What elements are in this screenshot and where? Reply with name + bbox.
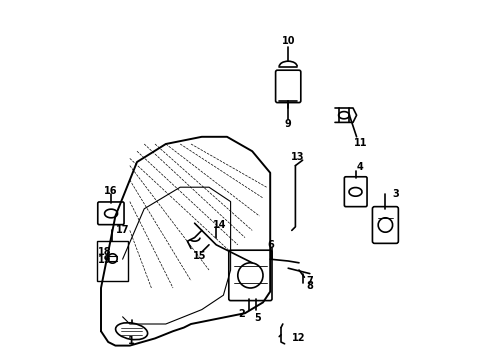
Text: 14: 14: [213, 220, 226, 230]
Text: 12: 12: [292, 333, 306, 343]
Text: 1: 1: [128, 336, 135, 346]
Text: 13: 13: [291, 152, 304, 162]
Text: 8: 8: [306, 281, 313, 291]
Text: 15: 15: [193, 251, 207, 261]
Text: 3: 3: [393, 189, 399, 199]
Text: 6: 6: [268, 240, 274, 250]
Text: 16: 16: [104, 186, 118, 196]
Text: 17: 17: [116, 225, 129, 235]
Text: 7: 7: [306, 276, 313, 286]
Text: 9: 9: [285, 119, 292, 129]
Text: 18: 18: [98, 247, 111, 257]
Text: 2: 2: [238, 309, 245, 319]
Text: 19: 19: [98, 255, 111, 265]
Text: 11: 11: [353, 138, 367, 148]
Text: 5: 5: [254, 312, 261, 323]
Text: 4: 4: [357, 162, 364, 172]
Text: 10: 10: [281, 36, 295, 46]
